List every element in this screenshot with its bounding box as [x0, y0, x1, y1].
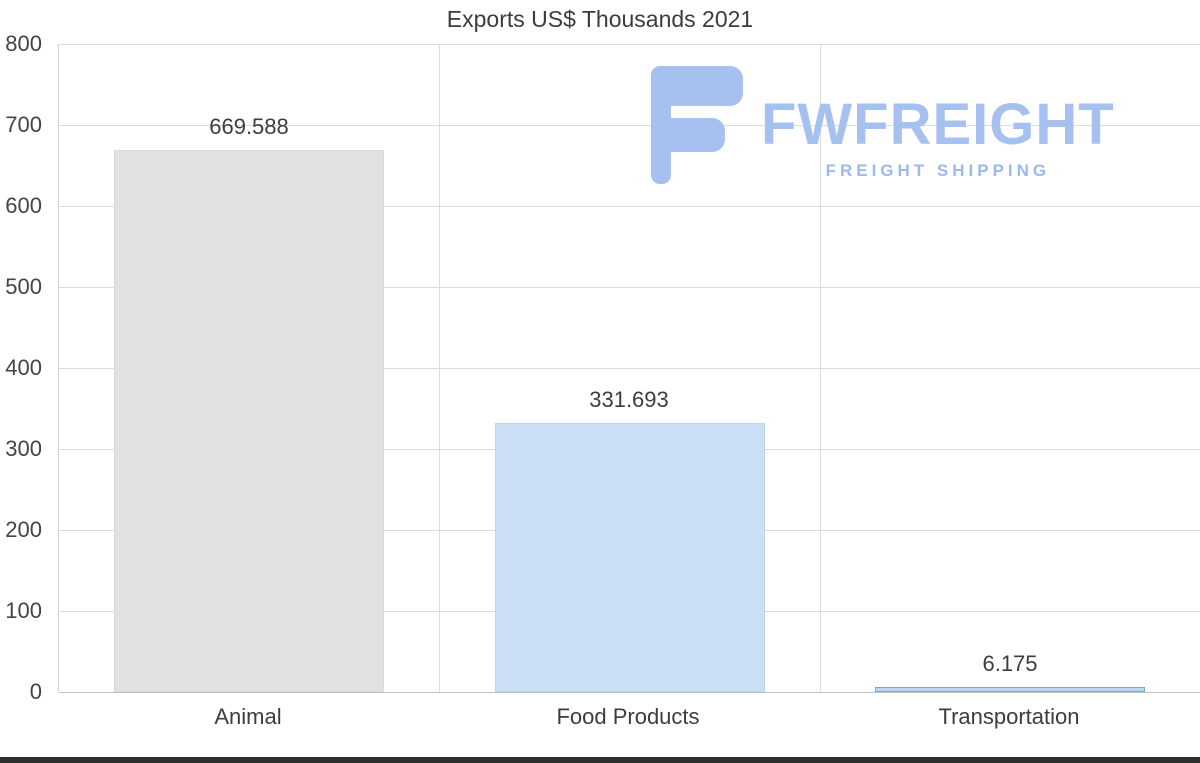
y-tick-label: 600 — [5, 193, 42, 218]
x-tick-label: Animal — [214, 704, 282, 729]
gridline — [59, 287, 1200, 288]
y-tick-label: 300 — [5, 436, 42, 461]
x-tick-label: Transportation — [938, 704, 1080, 729]
y-tick-label: 400 — [5, 355, 42, 380]
column-separator — [439, 44, 440, 692]
bottom-edge-bar — [0, 757, 1200, 763]
bar-transportation — [875, 687, 1145, 692]
bar-animal — [114, 150, 384, 692]
y-axis: 0 100 200 300 400 500 600 700 800 — [0, 31, 50, 704]
y-tick-label: 800 — [5, 31, 42, 56]
x-tick-label: Food Products — [556, 704, 700, 729]
bar-value-label: 6.175 — [982, 651, 1038, 676]
logo-tagline: FREIGHT SHIPPING — [825, 161, 1051, 180]
bar-food-products — [495, 423, 765, 692]
fwfreight-logo-icon — [651, 66, 743, 184]
bar-value-label: 669.588 — [209, 114, 289, 139]
column-separator — [820, 44, 821, 692]
gridline — [59, 206, 1200, 207]
y-tick-label: 500 — [5, 274, 42, 299]
y-tick-label: 100 — [5, 598, 42, 623]
logo-text: FWFREIGHT FREIGHT SHIPPING — [761, 66, 1115, 181]
logo-name: FWFREIGHT — [761, 92, 1115, 157]
gridline — [59, 692, 1200, 693]
gridline — [59, 125, 1200, 126]
gridline — [59, 44, 1200, 45]
y-tick-label: 200 — [5, 517, 42, 542]
x-axis: Animal Food Products Transportation — [58, 700, 1199, 740]
y-tick-label: 0 — [29, 679, 42, 704]
logo: FWFREIGHT FREIGHT SHIPPING — [651, 66, 1115, 184]
chart-title: Exports US$ Thousands 2021 — [446, 6, 754, 32]
gridline — [59, 368, 1200, 369]
bar-value-label: 331.693 — [589, 387, 669, 412]
y-tick-label: 700 — [5, 112, 42, 137]
plot-area: FWFREIGHT FREIGHT SHIPPING 669.588 331.69… — [58, 44, 1200, 693]
